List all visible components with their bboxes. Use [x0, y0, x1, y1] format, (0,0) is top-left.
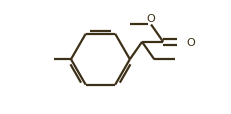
Text: O: O [187, 38, 195, 47]
Text: O: O [147, 14, 155, 24]
